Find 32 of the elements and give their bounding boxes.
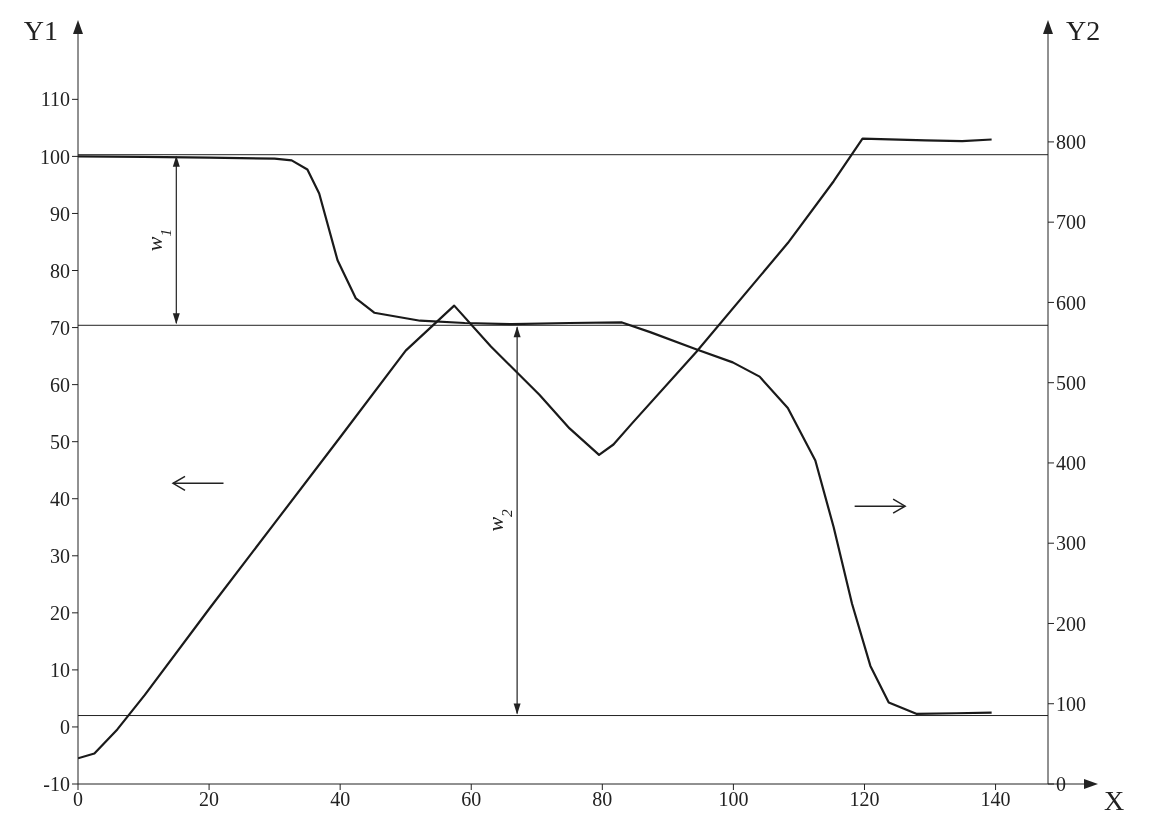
y2-tick-label: 300 bbox=[1056, 532, 1086, 555]
x-tick-label: 140 bbox=[980, 788, 1011, 811]
x-axis-title: X bbox=[1104, 785, 1125, 816]
y-tick-label: 80 bbox=[50, 259, 70, 282]
y2-tick-label: 100 bbox=[1056, 692, 1086, 715]
x-tick-label: 100 bbox=[718, 788, 749, 811]
y2-tick-label: 0 bbox=[1056, 773, 1066, 796]
y-tick-label: 110 bbox=[40, 88, 70, 111]
y2-tick-label: 400 bbox=[1056, 452, 1086, 475]
y2-tick-label: 200 bbox=[1056, 612, 1086, 635]
x-tick-label: 60 bbox=[461, 788, 482, 811]
y-tick-label: -10 bbox=[43, 773, 70, 796]
x-tick-label: 120 bbox=[849, 788, 880, 811]
y-tick-label: 10 bbox=[50, 658, 70, 681]
y2-axis-title: Y2 bbox=[1066, 15, 1101, 46]
y-tick-label: 30 bbox=[50, 544, 70, 567]
y-tick-label: 40 bbox=[50, 487, 70, 510]
y2-tick-label: 700 bbox=[1056, 211, 1086, 234]
y-tick-label: 100 bbox=[40, 145, 70, 168]
y-tick-label: 0 bbox=[60, 716, 70, 739]
y-tick-label: 70 bbox=[50, 316, 70, 339]
x-tick-label: 40 bbox=[330, 788, 351, 811]
y2-tick-label: 800 bbox=[1056, 131, 1086, 154]
y-tick-label: 90 bbox=[50, 202, 70, 225]
y2-tick-label: 500 bbox=[1056, 371, 1086, 394]
y-tick-label: 50 bbox=[50, 430, 70, 453]
y2-tick-label: 600 bbox=[1056, 291, 1086, 314]
x-tick-label: 20 bbox=[199, 788, 220, 811]
y-tick-label: 20 bbox=[50, 601, 70, 624]
y-axis-title: Y1 bbox=[23, 15, 58, 46]
y-tick-label: 60 bbox=[50, 373, 70, 396]
x-tick-label: 80 bbox=[592, 788, 613, 811]
